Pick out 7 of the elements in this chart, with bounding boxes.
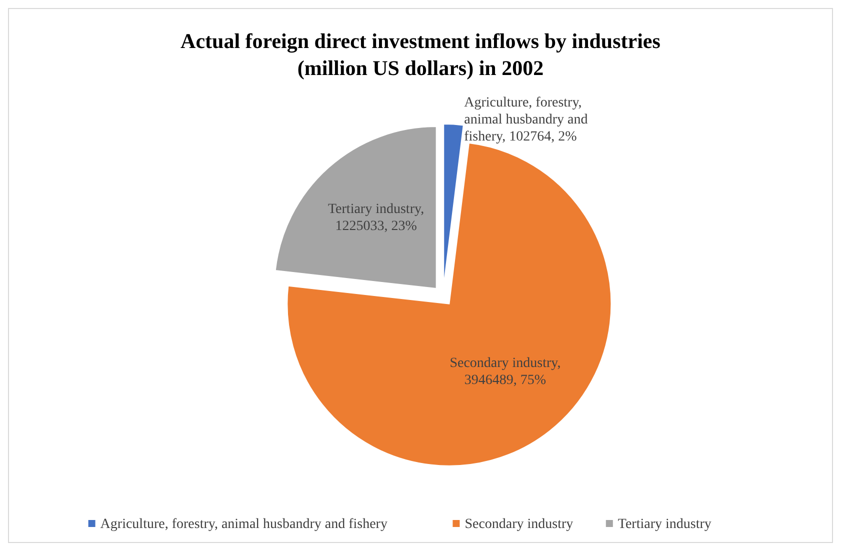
chart-title: Actual foreign direct investment inflows by industries (million US dollars) in 2002 — [180, 29, 660, 80]
legend-label: Secondary industry — [464, 517, 574, 532]
legend-label: Tertiary industry — [618, 517, 712, 532]
legend-label: Agriculture, forestry, animal husbandry and fishery — [100, 517, 388, 532]
data-label: Agriculture, forestry, animal husbandry and fishery, 102764, 2% — [464, 95, 588, 144]
data-label: Tertiary industry, 1225033, 23% — [328, 202, 424, 234]
data-label: Secondary industry, 3946489, 75% — [450, 356, 561, 388]
